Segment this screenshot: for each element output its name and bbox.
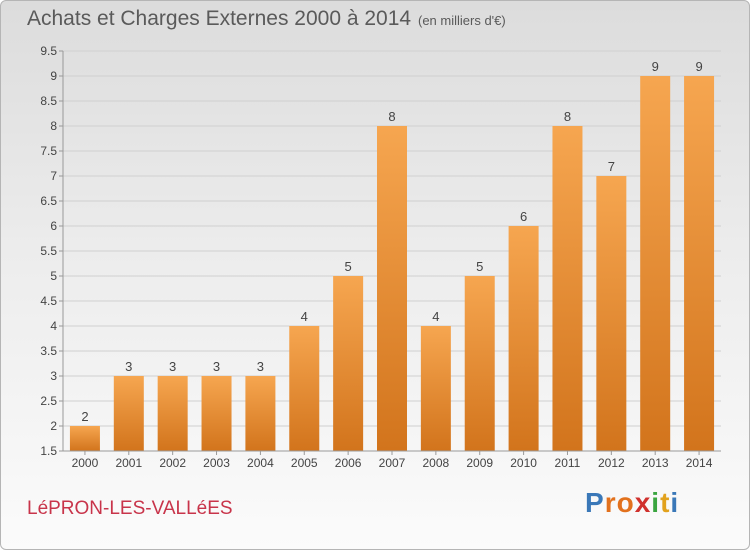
commune-name: LéPRON-LES-VALLéES (27, 498, 233, 519)
y-tick-label: 5.5 (40, 244, 57, 258)
axes: 1.5 2 2.5 3 3.5 4 4.5 5 5.5 6 6.5 7 7.5 8 8.5 9 9.5 2000 2… (40, 44, 721, 470)
bars: 2 3 3 3 3 4 5 8 4 5 6 8 7 9 9 (69, 59, 715, 451)
logo-letter: x (634, 487, 652, 518)
bar-value-label: 8 (564, 109, 571, 124)
x-tick-label: 2012 (598, 456, 625, 470)
bar (289, 326, 320, 451)
y-tick-label: 2.5 (40, 394, 57, 408)
x-tick-label: 2010 (510, 456, 537, 470)
bar-value-label: 2 (81, 409, 88, 424)
x-tick-label: 2005 (291, 456, 318, 470)
chart-title: Achats et Charges Externes 2000 à 2014 (27, 7, 412, 30)
bar (596, 176, 627, 451)
y-tick-label: 7 (50, 169, 57, 183)
y-tick-label: 6 (50, 219, 57, 233)
bar-value-label: 6 (520, 209, 527, 224)
bar (552, 126, 583, 451)
bar-value-label: 8 (388, 109, 395, 124)
y-tick-label: 7.5 (40, 144, 57, 158)
bar (420, 326, 451, 451)
y-tick-label: 9.5 (40, 44, 57, 58)
y-tick-label: 5 (50, 269, 57, 283)
logo-letter: o (616, 487, 635, 518)
y-tick-label: 4.5 (40, 294, 57, 308)
bar (113, 376, 144, 451)
bar-value-label: 4 (301, 309, 308, 324)
y-tick-label: 4 (50, 319, 57, 333)
bar-value-label: 3 (257, 359, 264, 374)
chart-subtitle: (en milliers d'€) (418, 13, 506, 28)
x-tick-label: 2013 (642, 456, 669, 470)
logo-letter: r (604, 487, 617, 518)
bar (157, 376, 188, 451)
bar-value-label: 9 (695, 59, 702, 74)
bar-value-label: 4 (432, 309, 439, 324)
y-tick-label: 3.5 (40, 344, 57, 358)
y-tick-label: 6.5 (40, 194, 57, 208)
bar-value-label: 7 (608, 159, 615, 174)
x-tick-label: 2002 (159, 456, 186, 470)
x-tick-label: 2006 (335, 456, 362, 470)
bar (684, 76, 715, 451)
bar-value-label: 3 (125, 359, 132, 374)
x-tick-label: 2000 (72, 456, 99, 470)
bar-value-label: 3 (213, 359, 220, 374)
y-tick-label: 3 (50, 369, 57, 383)
y-tick-label: 8 (50, 119, 57, 133)
bar (333, 276, 364, 451)
x-tick-label: 2011 (555, 456, 581, 470)
x-tick-label: 2003 (203, 456, 230, 470)
logo-letter: t (660, 487, 671, 518)
logo-letter: i (651, 487, 661, 518)
y-tick-label: 1.5 (40, 444, 57, 458)
bar-value-label: 5 (476, 259, 483, 274)
bar-value-label: 3 (169, 359, 176, 374)
x-tick-label: 2001 (115, 456, 142, 470)
bar-value-label: 5 (345, 259, 352, 274)
x-tick-label: 2009 (466, 456, 493, 470)
y-tick-label: 8.5 (40, 94, 57, 108)
bar (377, 126, 407, 451)
logo-letter: P (585, 487, 605, 518)
y-tick-label: 9 (50, 69, 57, 83)
x-tick-label: 2004 (247, 456, 274, 470)
bar (464, 276, 495, 451)
y-tick-label: 2 (50, 419, 57, 433)
bar (640, 76, 671, 451)
bar (201, 376, 232, 451)
proxiti-logo[interactable]: Proxiti (585, 487, 679, 519)
x-tick-label: 2007 (379, 456, 406, 470)
x-tick-label: 2008 (423, 456, 450, 470)
bar (69, 426, 100, 451)
logo-letter: i (670, 487, 680, 518)
bar-value-label: 9 (652, 59, 659, 74)
bar (508, 226, 539, 451)
x-tick-label: 2014 (686, 456, 713, 470)
bar (245, 376, 276, 451)
